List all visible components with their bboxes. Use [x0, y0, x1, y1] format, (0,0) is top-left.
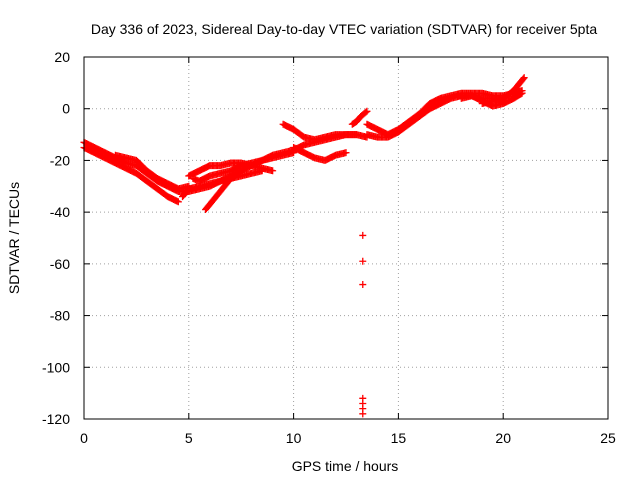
data-point: [174, 198, 182, 206]
y-tick-label: -60: [50, 256, 70, 272]
data-points-layer: [80, 74, 528, 418]
x-tick-label: 0: [80, 430, 88, 446]
y-tick-label: 20: [54, 49, 70, 65]
grid-layer: [84, 57, 608, 419]
ticks-layer: [83, 56, 609, 420]
data-point: [269, 167, 277, 175]
data-point: [520, 74, 528, 82]
x-axis-label: GPS time / hours: [292, 458, 399, 474]
data-point: [342, 149, 350, 157]
y-tick-label: 0: [62, 101, 70, 117]
data-point: [518, 89, 526, 97]
x-tick-label: 25: [600, 430, 616, 446]
y-tick-label: -80: [50, 308, 70, 324]
x-tick-label: 15: [391, 430, 407, 446]
outlier-point: [359, 281, 367, 289]
x-tick-label: 20: [495, 430, 511, 446]
plot-frame: [83, 56, 609, 420]
x-tick-label: 10: [286, 430, 302, 446]
outlier-point: [359, 410, 367, 418]
x-tick-label: 5: [185, 430, 193, 446]
data-point: [352, 131, 360, 139]
y-tick-label: -100: [42, 359, 70, 375]
data-point: [362, 108, 370, 116]
data-point: [363, 107, 371, 115]
outlier-point: [359, 231, 367, 239]
y-tick-label: -120: [42, 411, 70, 427]
y-tick-label: -20: [50, 152, 70, 168]
chart-title: Day 336 of 2023, Sidereal Day-to-day VTE…: [91, 21, 598, 37]
data-point: [519, 75, 527, 83]
tick-labels-layer: 0 5 10 15 20 25 -120 -100 -80 -60 -40 -20 0 20: [42, 49, 616, 446]
y-axis-label: SDTVAR / TECUs: [6, 182, 22, 294]
y-tick-label: -40: [50, 204, 70, 220]
outlier-point: [359, 257, 367, 265]
